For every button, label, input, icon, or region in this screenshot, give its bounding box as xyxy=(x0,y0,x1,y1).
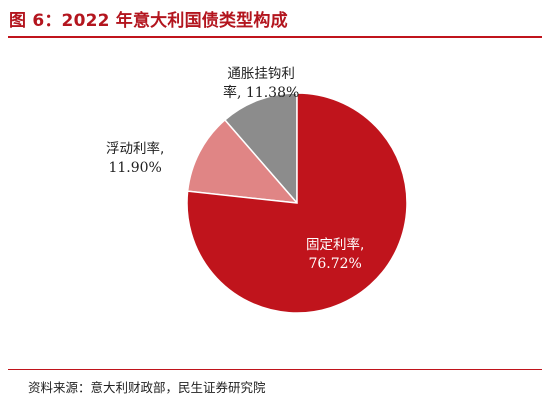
pie-chart-svg xyxy=(186,92,408,314)
slice-label-value: 率, 11.38% xyxy=(223,85,300,101)
chart-title: 图 6：2022 年意大利国债类型构成 xyxy=(9,11,288,31)
slice-label-name: 通胀挂钩利 xyxy=(227,66,295,82)
slice-label-name: 浮动利率, xyxy=(106,141,165,157)
slice-label-floating: 浮动利率, 11.90% xyxy=(106,140,164,178)
pie-slice-inflation-linked xyxy=(223,92,298,206)
title-divider xyxy=(8,36,542,38)
pie-slice-fixed xyxy=(186,92,408,314)
slice-label-inflation-linked: 通胀挂钩利 率, 11.38% xyxy=(223,65,299,103)
footer-divider xyxy=(8,369,542,370)
pie-slice-floating xyxy=(186,118,299,204)
pie-chart: 通胀挂钩利 率, 11.38% 浮动利率, 11.90% 固定利率, 76.72… xyxy=(0,40,550,365)
slice-label-value: 76.72% xyxy=(308,256,362,272)
slice-label-fixed: 固定利率, 76.72% xyxy=(306,236,364,274)
slice-label-value: 11.90% xyxy=(108,160,162,176)
slice-label-name: 固定利率, xyxy=(306,237,365,253)
source-note: 资料来源：意大利财政部，民生证券研究院 xyxy=(28,380,266,395)
